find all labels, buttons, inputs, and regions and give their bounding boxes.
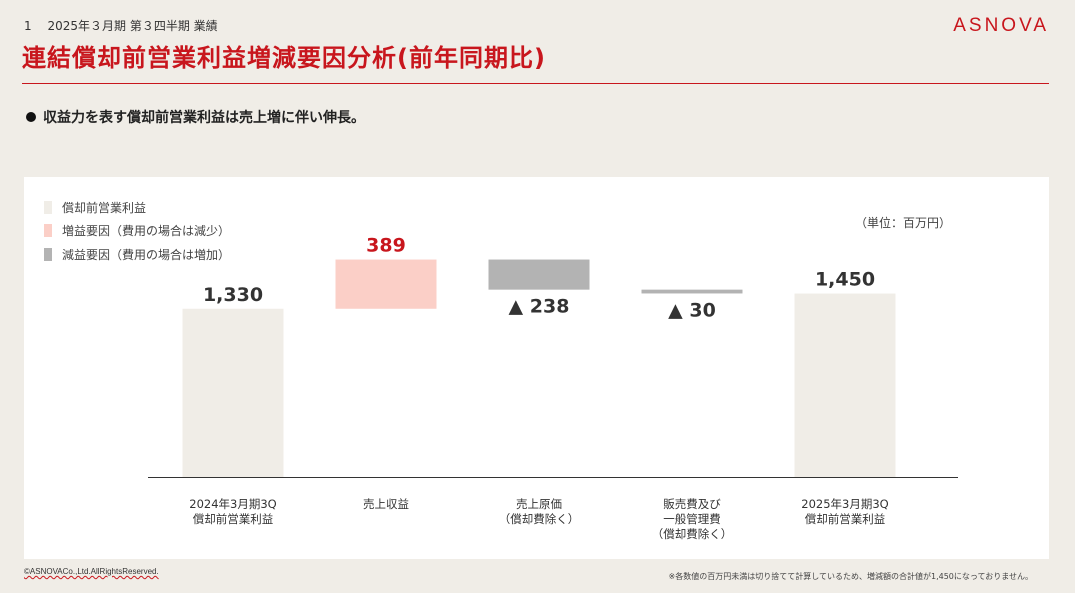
category-label-0: 2024年3月期3Q 償却前営業利益: [189, 497, 276, 526]
legend-swatch-decrease: [44, 247, 52, 261]
legend-label-increase: 増益要因（費用の場合は減少）: [62, 224, 231, 238]
header-meta: 1 2025年３月期 第３四半期 業績: [24, 17, 218, 34]
company-logo: ASNOVA: [953, 15, 1049, 36]
category-label-3: 販売費及び一般管理費（償却費除く）: [652, 497, 733, 541]
bar-increase-1: [335, 259, 437, 309]
waterfall-chart: 1,330 389 ▲ 238 ▲ 30 1,450 2024年3月期3Q 償却前営業利益 売…: [148, 235, 958, 541]
section-label: 2025年３月期 第３四半期 業績: [47, 19, 218, 33]
category-label-4: 2025年3月期3Q 償却前営業利益: [801, 497, 888, 526]
category-label-2: 売上原価（償却費除く）: [499, 497, 580, 526]
summary-bullet: 収益力を表す償却前営業利益は売上増に伴い伸長。: [26, 107, 365, 127]
page-title: 連結償却前営業利益増減要因分析(前年同期比): [22, 44, 546, 72]
bar-decrease-3: [641, 289, 743, 294]
legend-item-increase: 増益要因（費用の場合は減少）: [44, 223, 230, 239]
legend-label-total: 償却前営業利益: [62, 200, 147, 215]
legend-swatch-total: [44, 200, 52, 214]
copyright-text: ©ASNOVACo.,Ltd.AllRightsReserved.: [24, 567, 159, 576]
legend-swatch-increase: [44, 224, 52, 237]
bar-total-4: [794, 293, 896, 477]
bar-total-0: [182, 308, 284, 477]
chart-panel: 償却前営業利益 増益要因（費用の場合は減少） 減益要因（費用の場合は増加） （単…: [24, 177, 1049, 559]
bullet-dot-icon: [26, 112, 36, 122]
data-label-1: 389: [366, 235, 406, 257]
chart-legend: 償却前営業利益 増益要因（費用の場合は減少） 減益要因（費用の場合は増加）: [44, 199, 230, 270]
data-label-4: 1,450: [815, 269, 875, 291]
summary-text: 収益力を表す償却前営業利益は売上増に伴い伸長。: [43, 110, 365, 126]
legend-item-total: 償却前営業利益: [44, 199, 230, 215]
legend-item-decrease: 減益要因（費用の場合は増加）: [44, 246, 230, 262]
data-label-2: ▲ 238: [509, 296, 570, 318]
data-label-3: ▲ 30: [668, 299, 716, 321]
title-divider: [22, 83, 1049, 84]
category-label-1: 売上収益: [363, 497, 409, 511]
unit-label: （単位：百万円）: [854, 216, 951, 230]
data-label-0: 1,330: [203, 284, 263, 306]
bar-decrease-2: [488, 259, 590, 290]
legend-label-decrease: 減益要因（費用の場合は増加）: [62, 247, 231, 262]
page-number: 1: [24, 19, 32, 33]
footnote-text: ※各数値の百万円未満は切り捨てて計算しているため、増減額の合計値が1,450にな…: [668, 572, 1033, 581]
